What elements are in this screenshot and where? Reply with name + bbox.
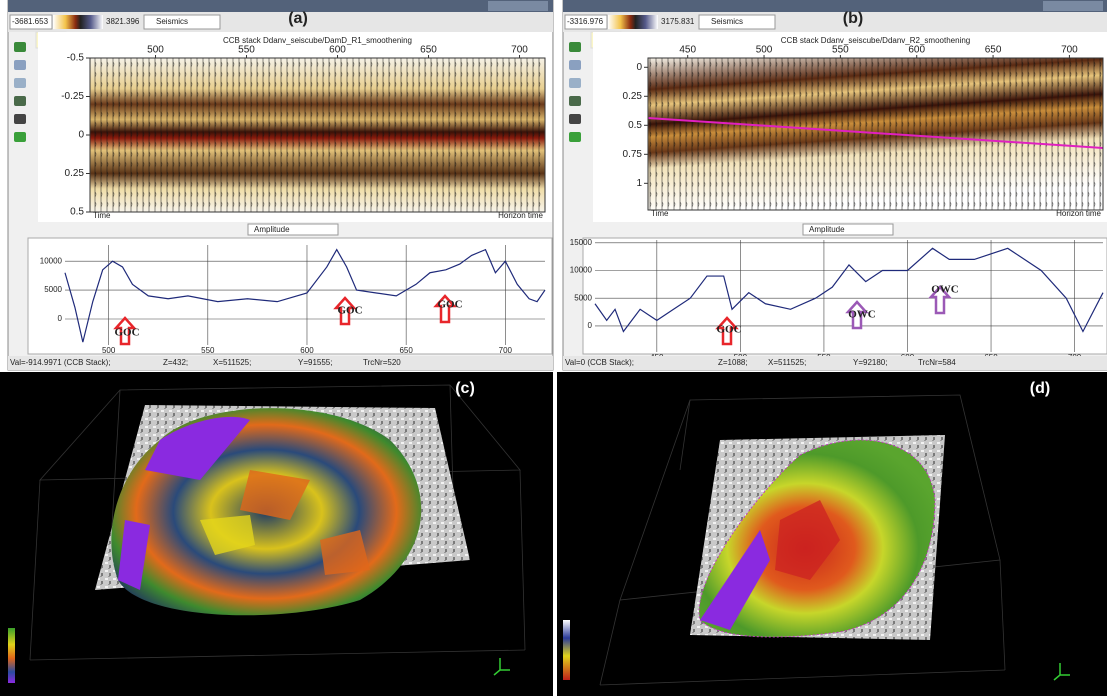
- figure: (c) (d) -3681.653 3821.396 Seismics (a) CCB s…: [0, 0, 1107, 696]
- y-tick-label: -0.5: [67, 53, 85, 64]
- x-tick-label: 700: [1061, 45, 1078, 56]
- tool-icon[interactable]: [14, 114, 26, 124]
- x-tick-label: 500: [756, 45, 773, 56]
- tool-icon[interactable]: [14, 96, 26, 106]
- color-min: -3681.653: [12, 17, 49, 26]
- x-tick-label: 650: [420, 45, 437, 56]
- status-item: Y=92180;: [853, 358, 887, 367]
- seismic-title: CCB stack Ddanv_seiscube/Ddanv_R2_smooth…: [781, 36, 970, 45]
- status-item: X=511525;: [768, 358, 806, 367]
- y-tick-label: 5000: [44, 285, 62, 294]
- status-item: TrcNr=520: [363, 358, 401, 367]
- annotation: GOC: [114, 327, 139, 339]
- color-max: 3821.396: [106, 17, 140, 26]
- x-tick-label: 600: [300, 346, 314, 355]
- page: (c) (d) -3681.653 3821.396 Seismics (a) CCB s…: [0, 0, 1107, 696]
- status-item: Y=91555;: [298, 358, 332, 367]
- tool-icon[interactable]: [569, 78, 581, 88]
- x-tick-label: 600: [908, 45, 925, 56]
- x-tick-label: 700: [511, 45, 528, 56]
- attribute: Seismics: [711, 17, 743, 26]
- y-tick-label: 0.25: [623, 91, 643, 102]
- status-item: Z=1088;: [718, 358, 748, 367]
- color-bar: [608, 15, 658, 29]
- panel-label: (a): [288, 10, 308, 27]
- annotation: GOC: [716, 324, 741, 336]
- x-tick-label: 500: [102, 346, 116, 355]
- status-item: Z=432;: [163, 358, 188, 367]
- tool-icon[interactable]: [569, 96, 581, 106]
- y-tick-label: 10000: [570, 266, 593, 275]
- y-tick-label: 0: [78, 130, 84, 141]
- tool-icon[interactable]: [14, 78, 26, 88]
- seismic-traces: [90, 58, 545, 212]
- y-tick-label: 0.5: [70, 207, 84, 218]
- tool-icon[interactable]: [14, 132, 26, 142]
- tool-icon[interactable]: [14, 42, 26, 52]
- x-tick-label: 600: [329, 45, 346, 56]
- x-tick-label: 550: [238, 45, 255, 56]
- y-tick-label: 0: [636, 62, 642, 73]
- tool-icon[interactable]: [569, 114, 581, 124]
- view-d: [557, 372, 1107, 696]
- y-tick-label: 0.25: [65, 168, 85, 179]
- annotation: OWC: [931, 284, 959, 296]
- color-min: -3316.976: [567, 17, 604, 26]
- color-max: 3175.831: [661, 17, 695, 26]
- y-tick-label: 0: [58, 314, 63, 323]
- panel-label: (d): [1030, 380, 1050, 397]
- x-tick-label: 650: [985, 45, 1002, 56]
- horizon-time-label: Horizon time: [1056, 209, 1101, 218]
- tool-icon[interactable]: [569, 60, 581, 70]
- y-tick-label: 10000: [40, 256, 63, 265]
- x-tick-label: 550: [832, 45, 849, 56]
- x-tick-label: 450: [679, 45, 696, 56]
- panel-label: (b): [843, 10, 863, 27]
- status-bar: [563, 356, 1107, 370]
- y-tick-label: 0.75: [623, 149, 643, 160]
- y-tick-label: 5000: [574, 293, 592, 302]
- close-buttons: [1043, 1, 1103, 11]
- selector-text: Amplitude: [809, 225, 845, 234]
- window: -3316.976 3175.831 Seismics (b) CCB stack Dd…: [563, 0, 1107, 370]
- attribute: Seismics: [156, 17, 188, 26]
- y-tick-label: 0: [588, 321, 593, 330]
- x-tick-label: 500: [147, 45, 164, 56]
- time-label: Time: [93, 211, 111, 220]
- tool-icon[interactable]: [569, 42, 581, 52]
- x-tick-label: 650: [399, 346, 413, 355]
- annotation: OWC: [848, 309, 876, 321]
- y-tick-label: 0.5: [628, 120, 642, 131]
- x-tick-label: 700: [499, 346, 513, 355]
- status-item: TrcNr=584: [918, 358, 956, 367]
- annotation: GOC: [437, 299, 462, 311]
- status-item: Val=-914.9971 (CCB Stack);: [10, 358, 111, 367]
- color-bar: [53, 15, 103, 29]
- status-item: Val=0 (CCB Stack);: [565, 358, 634, 367]
- y-tick-label: 15000: [570, 238, 593, 247]
- tool-icon[interactable]: [14, 60, 26, 70]
- panel-label: (c): [455, 380, 475, 397]
- tool-icon[interactable]: [569, 132, 581, 142]
- time-label: Time: [651, 209, 669, 218]
- close-buttons: [488, 1, 548, 11]
- y-tick-label: -0.25: [61, 91, 84, 102]
- horizon-time-label: Horizon time: [498, 211, 543, 220]
- y-tick-label: 1: [636, 178, 642, 189]
- chart-area: [583, 238, 1107, 354]
- view-c: [0, 372, 553, 696]
- annotation: GOC: [337, 305, 362, 317]
- chart-area: [28, 238, 552, 354]
- selector-text: Amplitude: [254, 225, 290, 234]
- title-bar: [8, 0, 553, 12]
- x-tick-label: 550: [201, 346, 215, 355]
- status-item: X=511525;: [213, 358, 251, 367]
- title-bar: [563, 0, 1107, 12]
